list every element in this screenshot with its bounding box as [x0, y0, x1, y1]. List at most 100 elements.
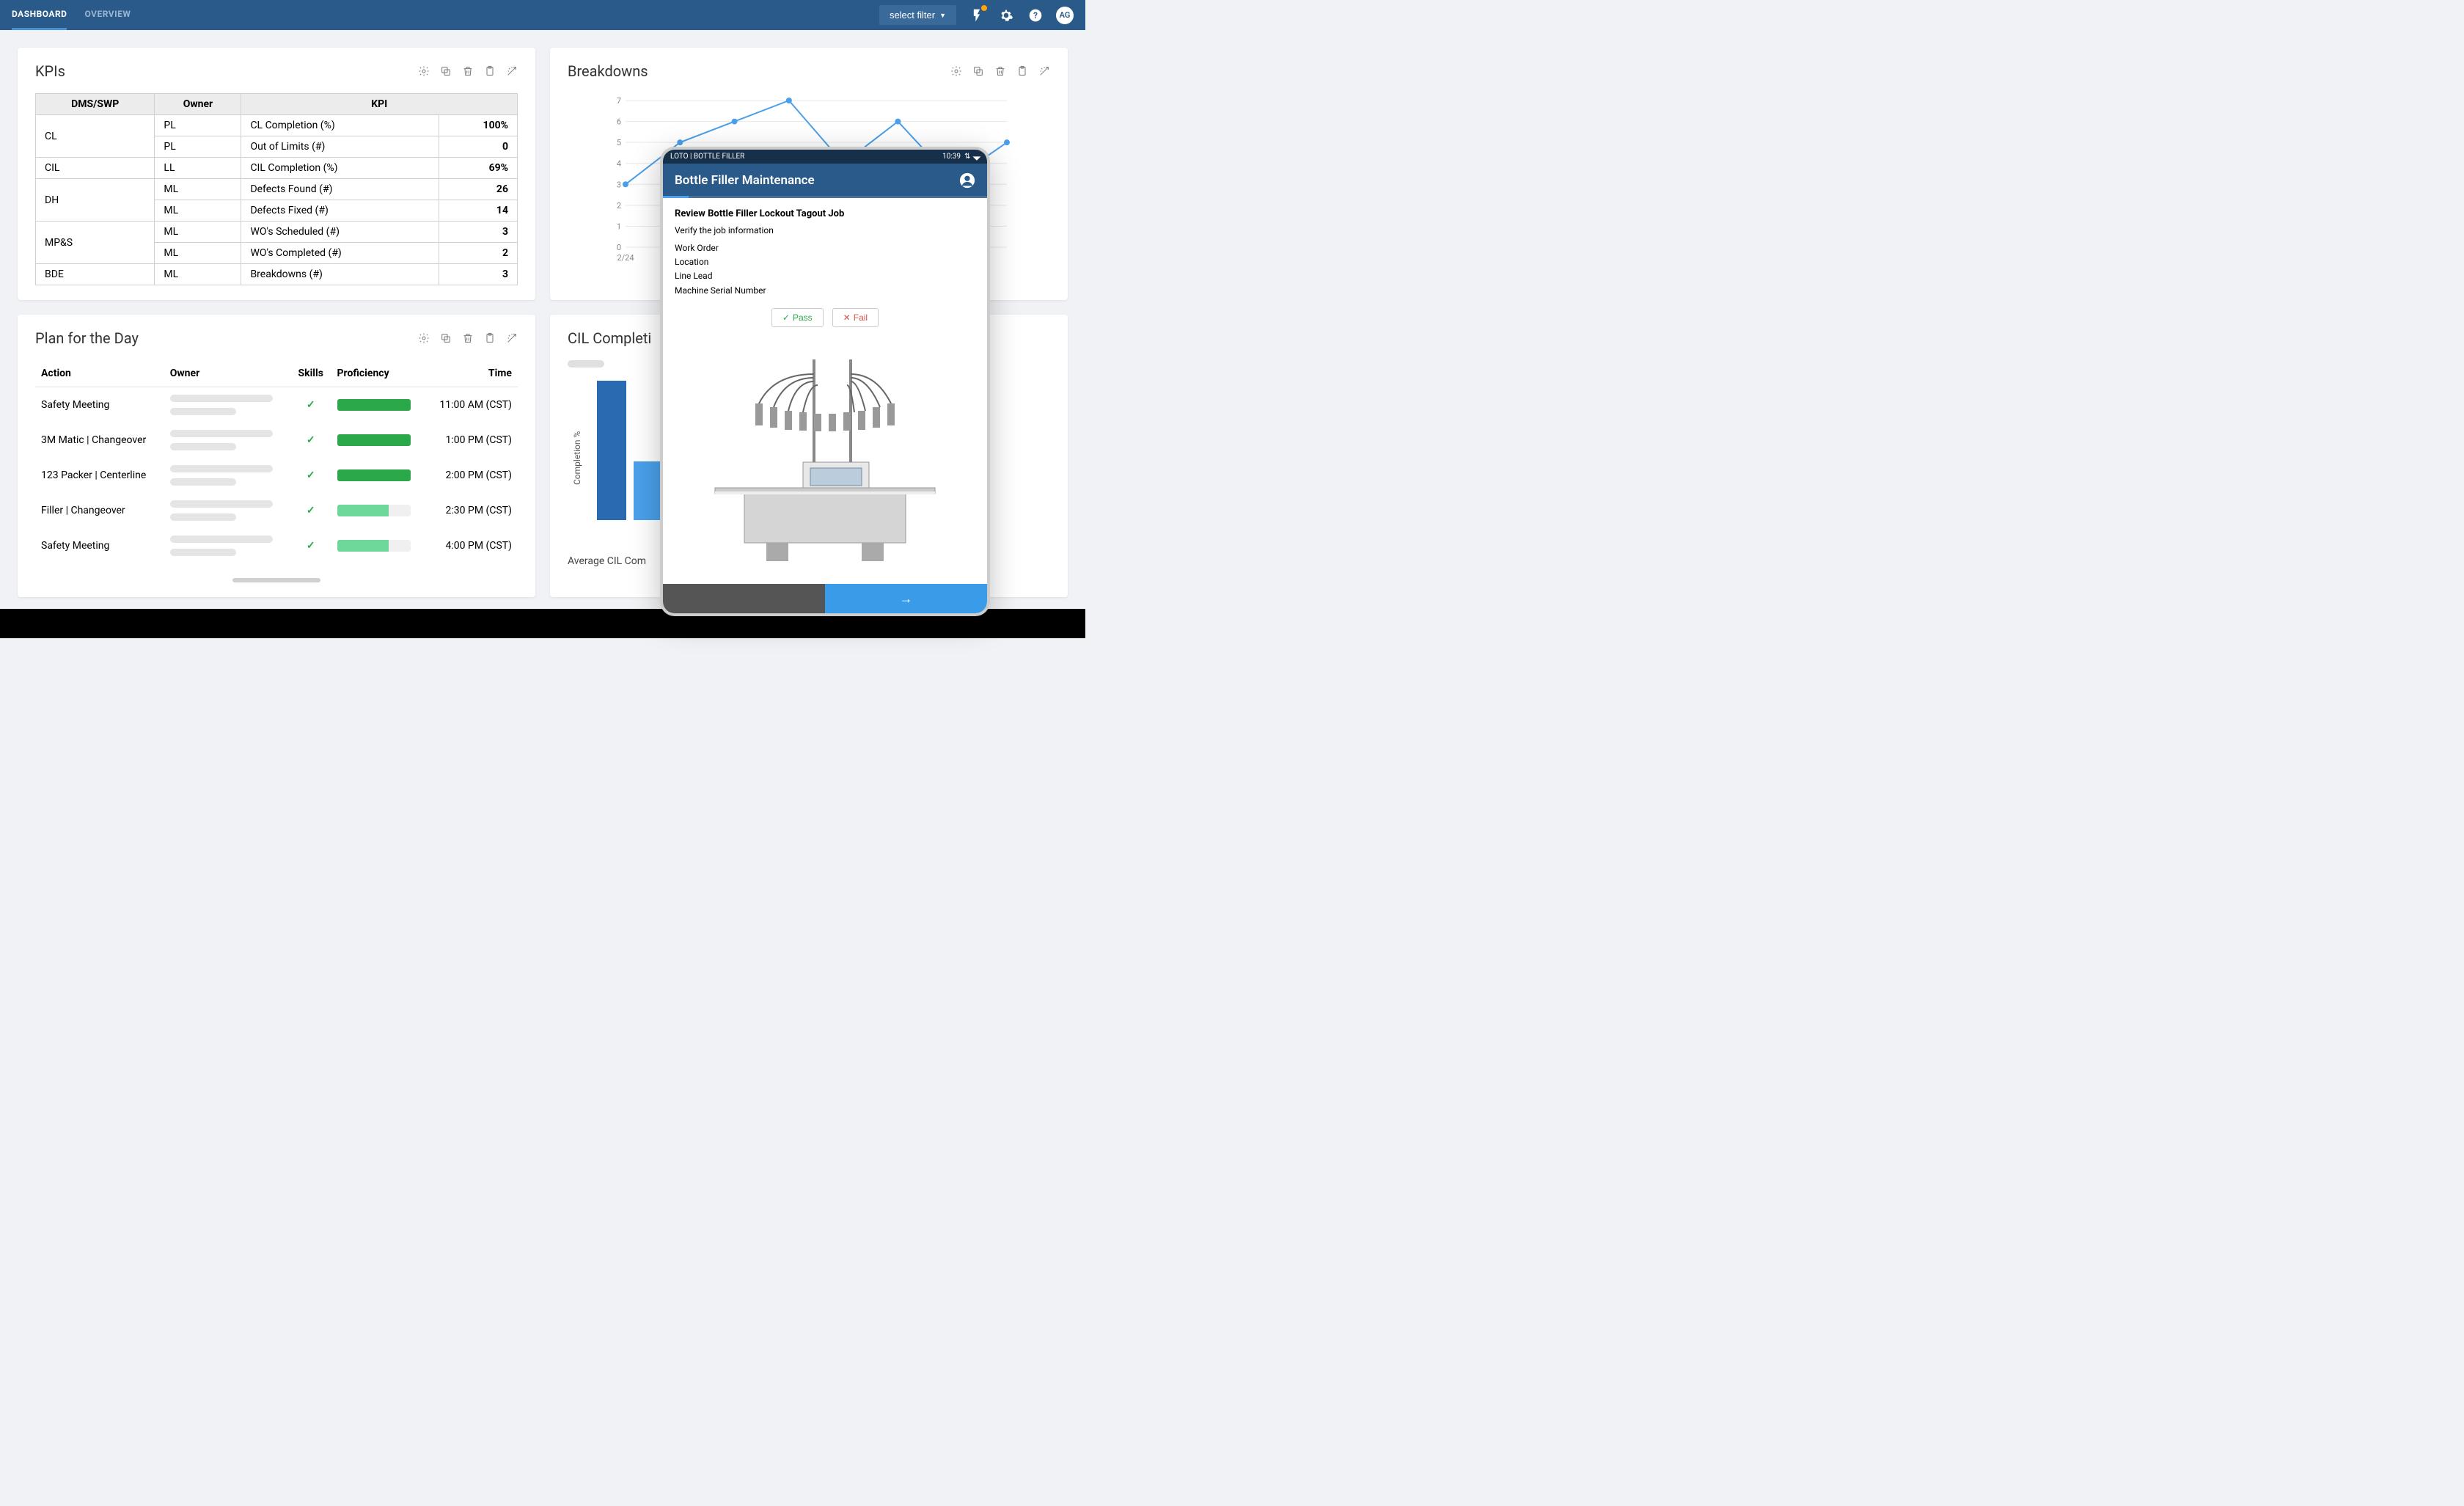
copy-icon[interactable]: [972, 65, 984, 77]
tablet-header: Bottle Filler Maintenance: [663, 164, 987, 198]
kpi-owner-cell: ML: [155, 243, 241, 264]
kpi-name-cell: Breakdowns (#): [241, 264, 439, 285]
tablet-field: Machine Serial Number: [675, 284, 975, 298]
svg-text:7: 7: [617, 96, 621, 106]
kpi-value-cell: 26: [439, 179, 517, 200]
kpi-owner-cell: PL: [155, 115, 241, 136]
kpi-owner-cell: ML: [155, 200, 241, 222]
kpi-group-cell: BDE: [36, 264, 155, 285]
settings-icon[interactable]: [997, 7, 1015, 24]
settings-icon[interactable]: [418, 332, 430, 344]
plan-time-cell: 11:00 AM (CST): [425, 387, 518, 423]
tablet-instruction: Verify the job information: [675, 225, 975, 235]
kpi-row: CILLLCIL Completion (%)69%: [36, 158, 518, 179]
plan-owner-cell: [164, 423, 290, 458]
tablet-status-bar: LOTO | BOTTLE FILLER 10:39 ⇅ ◢: [663, 150, 987, 164]
tablet-section-heading: Review Bottle Filler Lockout Tagout Job: [675, 208, 975, 219]
kpi-value-cell: 3: [439, 222, 517, 243]
user-avatar[interactable]: AG: [1056, 7, 1074, 24]
kpi-value-cell: 0: [439, 136, 517, 158]
kpi-group-cell: CIL: [36, 158, 155, 179]
pass-button[interactable]: ✓Pass: [771, 308, 824, 327]
notification-dot: [981, 5, 987, 11]
tab-dashboard[interactable]: DASHBOARD: [12, 0, 67, 30]
kpi-col-dmsswp: DMS/SWP: [36, 94, 155, 115]
plan-skills-cell: ✓: [290, 423, 331, 458]
filter-dropdown[interactable]: select filter: [879, 5, 956, 25]
nav-right: select filter ? AG: [879, 5, 1074, 25]
tablet-status-left: LOTO | BOTTLE FILLER: [670, 153, 744, 161]
trash-icon[interactable]: [994, 65, 1006, 77]
kpi-table: DMS/SWP Owner KPI CLPLCL Completion (%)1…: [35, 93, 518, 285]
plan-proficiency-cell: [331, 528, 425, 563]
kpi-card: KPIs DMS/SWP Owner KPI CLPLCL Completion…: [18, 48, 535, 300]
tablet-footer-left: [663, 584, 825, 613]
plan-row: Filler | Changeover ✓ 2:30 PM (CST): [35, 493, 518, 528]
svg-text:0: 0: [617, 243, 621, 252]
wand-icon[interactable]: [506, 332, 518, 344]
svg-text:6: 6: [617, 117, 621, 127]
svg-text:3: 3: [617, 180, 621, 189]
wand-icon[interactable]: [506, 65, 518, 77]
plan-time-cell: 2:30 PM (CST): [425, 493, 518, 528]
kpi-name-cell: CL Completion (%): [241, 115, 439, 136]
copy-icon[interactable]: [440, 332, 452, 344]
trash-icon[interactable]: [462, 332, 474, 344]
account-icon[interactable]: [959, 172, 975, 189]
top-nav: DASHBOARD OVERVIEW select filter ? AG: [0, 0, 1085, 30]
plan-title: Plan for the Day: [35, 329, 139, 347]
kpi-owner-cell: LL: [155, 158, 241, 179]
clipboard-icon[interactable]: [484, 332, 496, 344]
plan-row: 123 Packer | Centerline ✓ 2:00 PM (CST): [35, 458, 518, 493]
kpi-row: MP&SMLWO's Scheduled (#)3: [36, 222, 518, 243]
settings-icon[interactable]: [418, 65, 430, 77]
plan-card-actions: [418, 332, 518, 344]
kpi-owner-cell: ML: [155, 179, 241, 200]
kpi-value-cell: 14: [439, 200, 517, 222]
plan-action-cell: Safety Meeting: [35, 528, 164, 563]
plan-action-cell: 123 Packer | Centerline: [35, 458, 164, 493]
kpi-col-owner: Owner: [155, 94, 241, 115]
kpi-name-cell: Defects Fixed (#): [241, 200, 439, 222]
clipboard-icon[interactable]: [1016, 65, 1028, 77]
tablet-next-button[interactable]: →: [825, 584, 987, 613]
plan-col-owner: Owner: [164, 360, 290, 387]
notifications-icon[interactable]: [968, 7, 986, 24]
tablet-field: Work Order: [675, 241, 975, 255]
plan-col-proficiency: Proficiency: [331, 360, 425, 387]
plan-action-cell: Filler | Changeover: [35, 493, 164, 528]
tablet-title-text: Bottle Filler Maintenance: [675, 173, 815, 188]
plan-row: 3M Matic | Changeover ✓ 1:00 PM (CST): [35, 423, 518, 458]
tablet-field-list: Work OrderLocationLine LeadMachine Seria…: [675, 241, 975, 298]
tablet-overlay: LOTO | BOTTLE FILLER 10:39 ⇅ ◢ Bottle Fi…: [660, 147, 990, 616]
breakdowns-title: Breakdowns: [568, 62, 648, 80]
kpi-row: BDEMLBreakdowns (#)3: [36, 264, 518, 285]
plan-scrollbar[interactable]: [232, 578, 320, 582]
plan-owner-cell: [164, 458, 290, 493]
plan-owner-cell: [164, 387, 290, 423]
kpi-group-cell: MP&S: [36, 222, 155, 264]
fail-button[interactable]: ✕Fail: [832, 308, 879, 327]
cil-bar: [634, 461, 663, 520]
kpi-row: DHMLDefects Found (#)26: [36, 179, 518, 200]
kpi-name-cell: CIL Completion (%): [241, 158, 439, 179]
wand-icon[interactable]: [1038, 65, 1050, 77]
plan-owner-cell: [164, 493, 290, 528]
plan-time-cell: 2:00 PM (CST): [425, 458, 518, 493]
plan-col-time: Time: [425, 360, 518, 387]
kpi-col-kpi: KPI: [241, 94, 518, 115]
tablet-body: Review Bottle Filler Lockout Tagout Job …: [663, 198, 987, 584]
plan-action-cell: 3M Matic | Changeover: [35, 423, 164, 458]
plan-col-action: Action: [35, 360, 164, 387]
kpi-name-cell: WO's Completed (#): [241, 243, 439, 264]
tab-overview[interactable]: OVERVIEW: [84, 0, 131, 30]
plan-table: Action Owner Skills Proficiency Time Saf…: [35, 360, 518, 563]
tablet-machine-image: [675, 337, 975, 572]
kpi-row: CLPLCL Completion (%)100%: [36, 115, 518, 136]
settings-icon[interactable]: [950, 65, 962, 77]
help-icon[interactable]: ?: [1027, 7, 1044, 24]
clipboard-icon[interactable]: [484, 65, 496, 77]
kpi-owner-cell: ML: [155, 222, 241, 243]
trash-icon[interactable]: [462, 65, 474, 77]
copy-icon[interactable]: [440, 65, 452, 77]
